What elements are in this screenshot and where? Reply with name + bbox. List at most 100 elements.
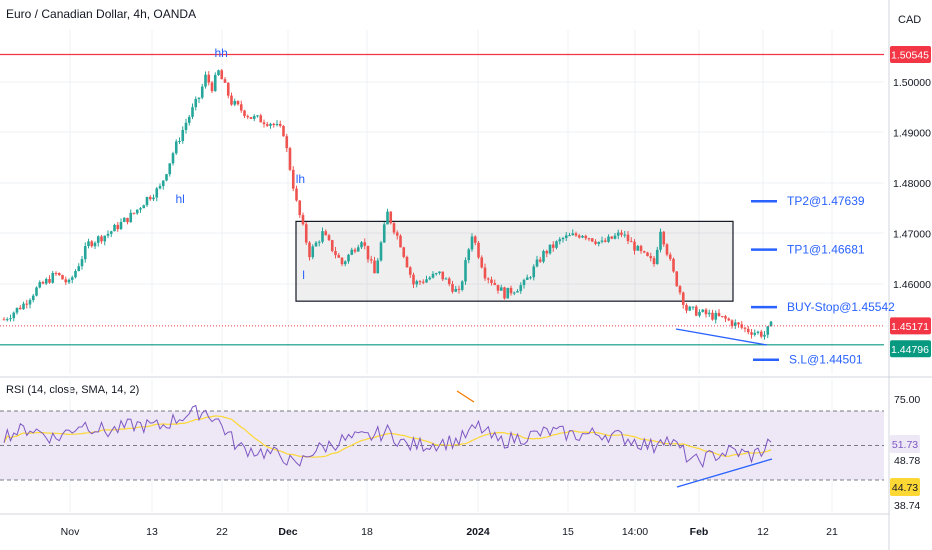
candle-down [324,231,328,236]
rsi-indicator-title[interactable]: RSI (14, close, SMA, 14, 2) [6,384,140,396]
price-tag-1.44796[interactable] [890,340,931,358]
candle-up [460,281,464,290]
price-axis-tick: 1.46000 [893,279,931,291]
candle-down [402,247,406,257]
candle-down [496,284,500,291]
candle-down [477,242,480,258]
candle-down [626,234,630,242]
candle-down [295,188,298,201]
candle-down [418,281,422,283]
candle-down [230,95,233,105]
candle-down [61,275,64,280]
candle-up [142,205,146,209]
candle-up [532,266,536,278]
candle-down [633,241,636,251]
candle-up [194,99,198,108]
rsi-drawing-orange[interactable] [456,390,475,403]
price-trendline[interactable] [675,328,768,346]
price-tag-1.50545[interactable] [890,45,931,63]
candle-up [571,233,575,236]
candle-up [360,242,363,248]
candle-up [181,129,185,142]
swing-label-l: l [302,268,305,282]
candle-down [54,272,58,274]
candle-up [616,232,620,236]
rsi-value-tag-51.73[interactable] [890,435,920,453]
time-axis-tick: 15 [562,526,574,538]
rsi-axis-tick: 75.00 [894,394,920,406]
candle-up [28,300,32,305]
candle-up [356,247,360,252]
candle-down [236,101,240,105]
candle-up [70,277,74,280]
candle-down [337,255,341,258]
candle-up [343,261,347,265]
candle-down [353,249,357,252]
candle-up [769,321,773,327]
candle-up [269,123,272,126]
candle-up [564,235,568,238]
candle-up [113,224,116,232]
consolidation-range-box[interactable] [295,220,734,302]
candle-down [743,327,747,329]
candle-down [678,286,682,293]
rsi-axis-tick: 48.78 [894,455,920,467]
trade-annotation-0[interactable]: TP2@1.47639 [787,194,865,208]
candle-up [525,277,529,280]
price-tag-text: 1.50545 [891,49,929,61]
price-tag-text: 1.44796 [891,344,929,356]
candle-down [288,148,292,170]
candle-up [714,312,718,320]
rsi-trendline[interactable] [676,458,773,488]
rsi-value-tag-44.73[interactable] [890,478,920,496]
rsi-value-tag-text: 44.73 [892,482,918,494]
candle-down [642,251,646,253]
candle-up [756,331,760,333]
candle-down [629,241,633,243]
candle-down [285,136,289,149]
candle-up [519,285,523,292]
candle-up [256,115,259,117]
candle-up [431,273,435,278]
candle-up [213,75,217,92]
candle-up [145,197,149,206]
candle-down [457,288,461,290]
candle-up [83,246,87,260]
chart-title: Euro / Canadian Dollar, 4h, OANDA [6,7,197,21]
candle-up [753,332,757,335]
price-axis-tick: 1.50000 [893,77,931,89]
candle-down [48,278,51,283]
candle-down [399,235,402,248]
candle-up [688,306,692,311]
time-axis-tick: 21 [826,526,838,538]
price-tag-1.45171[interactable] [890,317,931,335]
candle-down [408,267,412,275]
candle-up [5,319,9,321]
candle-up [93,242,97,247]
time-axis-tick: 12 [757,526,769,538]
currency-label[interactable]: CAD [898,14,922,26]
candle-up [707,312,711,315]
trade-annotation-2[interactable]: BUY-Stop@1.45542 [787,300,895,314]
candle-down [278,123,282,126]
candle-down [480,257,484,268]
candle-up [568,235,571,237]
trade-annotation-3[interactable]: S.L@1.44501 [789,353,863,367]
candle-up [376,260,380,274]
candle-down [577,235,581,238]
candle-down [301,215,305,225]
candle-up [152,197,155,200]
candle-up [87,241,90,247]
candle-down [220,70,224,80]
candle-up [35,287,38,296]
candle-up [499,287,503,291]
candle-up [691,306,695,308]
candle-up [516,291,519,293]
candle-up [733,322,737,326]
candle-down [395,232,399,236]
candle-up [217,70,220,76]
candle-down [574,233,578,236]
trade-annotation-1[interactable]: TP1@1.46681 [787,243,865,257]
candle-down [672,258,675,272]
